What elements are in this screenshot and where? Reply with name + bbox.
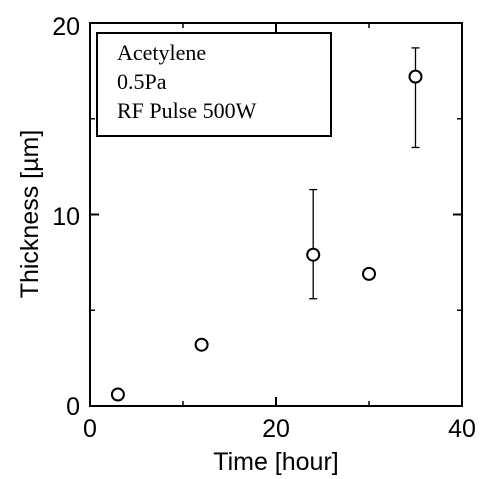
- data-point-5: [408, 47, 423, 149]
- point-marker: [194, 337, 209, 352]
- data-point-4: [362, 266, 376, 281]
- x-tick-label-0: 0: [83, 415, 97, 443]
- point-marker: [306, 247, 321, 262]
- y-tick-label-0: 0: [66, 393, 80, 421]
- annotation-line-3: RF Pulse 500W: [117, 98, 257, 123]
- annotation-line-1: Acetylene: [117, 40, 206, 65]
- data-point-2: [194, 337, 209, 352]
- y-axis-title: Thickness [µm]: [16, 130, 44, 299]
- point-marker: [362, 266, 376, 281]
- x-axis-title: Time [hour]: [213, 448, 339, 476]
- x-tick-label-40: 40: [448, 415, 476, 443]
- annotation-line-2: 0.5Pa: [117, 69, 167, 94]
- point-marker: [408, 69, 423, 84]
- y-tick-label-10: 10: [52, 203, 80, 231]
- annotation-box: Acetylene 0.5Pa RF Pulse 500W: [96, 32, 332, 137]
- data-point-3: [306, 188, 321, 300]
- data-point-1: [110, 387, 125, 402]
- data-marks: [110, 47, 423, 402]
- point-marker: [110, 387, 125, 402]
- x-tick-label-20: 20: [262, 415, 290, 443]
- y-tick-label-20: 20: [52, 13, 80, 41]
- axis-ticks: [89, 22, 463, 407]
- annotation-frame: [96, 32, 332, 137]
